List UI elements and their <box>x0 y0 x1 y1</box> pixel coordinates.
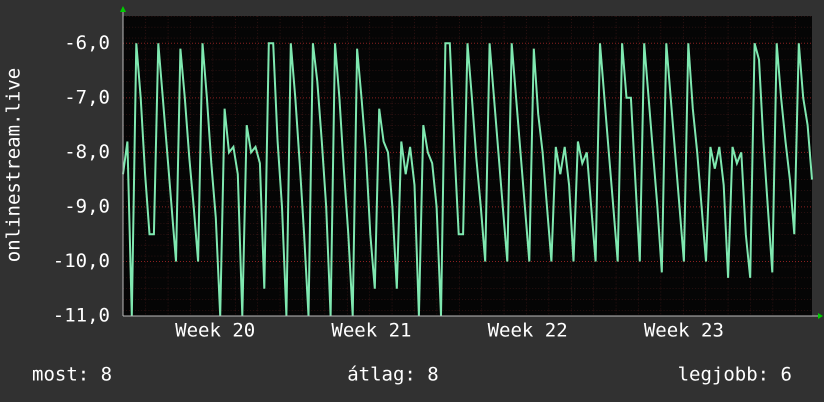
x-arrow <box>818 313 823 319</box>
x-tick-label: Week 23 <box>644 320 724 342</box>
y-tick-label: -9,0 <box>64 195 110 217</box>
footer-average: átlag: 8 <box>347 364 439 386</box>
y-arrow <box>120 6 126 12</box>
footer-best: legjobb: 6 <box>678 364 792 386</box>
x-tick-label: Week 22 <box>488 320 568 342</box>
y-tick-label: -8,0 <box>64 141 110 163</box>
data-line <box>122 42 813 317</box>
y-axis-title: onlinestream.live <box>3 68 25 262</box>
x-tick-label: Week 20 <box>175 320 255 342</box>
x-tick-label: Week 21 <box>331 320 411 342</box>
y-tick-label: -11,0 <box>53 305 110 327</box>
footer-current: most: 8 <box>32 364 112 386</box>
y-tick-label: -7,0 <box>64 86 110 108</box>
y-tick-label: -6,0 <box>64 32 110 54</box>
y-tick-label: -10,0 <box>53 250 110 272</box>
